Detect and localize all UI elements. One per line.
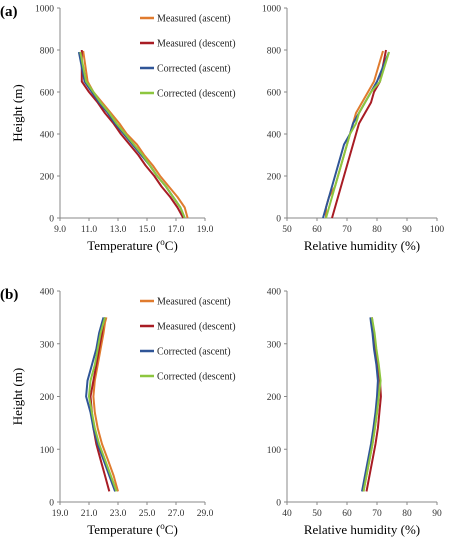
x-axis-label: Relative humidity (%)	[304, 522, 420, 537]
series-line-corrected-descent	[88, 317, 118, 492]
y-axis-label: Height (m)	[10, 84, 25, 141]
x-tick-label: 90	[432, 509, 442, 519]
x-tick-label: 100	[430, 225, 445, 235]
x-tick-label: 11.0	[81, 225, 98, 235]
series-line-corrected-descent	[79, 51, 186, 219]
y-tick-label: 300	[267, 340, 282, 350]
x-tick-label: 60	[312, 225, 322, 235]
x-tick-label: 15.0	[139, 225, 156, 235]
y-tick-label: 200	[267, 173, 282, 183]
series-line-corrected-ascent	[361, 317, 379, 492]
x-tick-label: 80	[402, 509, 412, 519]
x-tick-label: 70	[342, 225, 352, 235]
y-tick-label: 1000	[35, 5, 54, 15]
series-line-corrected-descent	[325, 51, 390, 219]
y-tick-label: 200	[267, 393, 282, 403]
y-tick-label: 400	[267, 288, 282, 298]
series-line-corrected-descent	[362, 317, 382, 492]
series-line-measured-descent	[89, 317, 111, 492]
y-tick-label: 0	[49, 215, 54, 225]
x-tick-label: 19.0	[197, 225, 214, 235]
y-tick-label: 0	[49, 499, 54, 509]
legend-label: Measured (ascent)	[157, 297, 231, 308]
panel-label-b: (b)	[0, 287, 18, 303]
x-tick-label: 21.0	[81, 509, 98, 519]
series-line-measured-ascent	[82, 50, 189, 219]
y-axis-label: Height (m)	[10, 368, 25, 425]
legend-label: Corrected (ascent)	[157, 347, 231, 358]
x-tick-label: 70	[372, 509, 382, 519]
legend-label: Measured (descent)	[157, 39, 236, 50]
x-tick-label: 60	[342, 509, 352, 519]
y-tick-label: 600	[40, 89, 55, 99]
legend-label: Corrected (ascent)	[157, 64, 231, 75]
y-tick-label: 600	[267, 89, 282, 99]
y-tick-label: 100	[267, 446, 282, 456]
x-tick-label: 27.0	[168, 509, 185, 519]
legend-label: Measured (descent)	[157, 322, 236, 333]
series-line-measured-ascent	[92, 317, 119, 492]
y-tick-label: 400	[267, 131, 282, 141]
x-tick-label: 50	[282, 225, 292, 235]
x-axis-label: Temperature (oC)	[87, 237, 178, 253]
legend-label: Measured (ascent)	[157, 14, 231, 25]
x-tick-label: 25.0	[139, 509, 156, 519]
y-tick-label: 300	[40, 340, 55, 350]
x-axis-label: Relative humidity (%)	[304, 238, 420, 253]
x-tick-label: 50	[312, 509, 322, 519]
y-tick-label: 400	[40, 288, 55, 298]
x-tick-label: 80	[372, 225, 382, 235]
y-tick-label: 200	[40, 173, 55, 183]
x-axis-label: Temperature (oC)	[87, 521, 178, 537]
y-tick-label: 100	[40, 446, 55, 456]
x-tick-label: 29.0	[197, 509, 214, 519]
y-tick-label: 800	[267, 47, 282, 57]
y-tick-label: 0	[276, 215, 281, 225]
legend-label: Corrected (descent)	[157, 89, 236, 100]
series-line-corrected-ascent	[77, 51, 186, 219]
series-line-measured-ascent	[325, 50, 384, 218]
series-line-corrected-ascent	[85, 317, 117, 492]
x-tick-label: 90	[402, 225, 412, 235]
y-tick-label: 400	[40, 131, 55, 141]
y-tick-label: 800	[40, 47, 55, 57]
y-tick-label: 1000	[262, 5, 281, 15]
x-tick-label: 17.0	[168, 225, 185, 235]
x-tick-label: 40	[282, 509, 292, 519]
legend-label: Corrected (descent)	[157, 372, 236, 383]
y-tick-label: 200	[40, 393, 55, 403]
panel-label-a: (a)	[0, 4, 18, 20]
series-line-measured-descent	[331, 49, 387, 219]
series-line-measured-descent	[80, 50, 185, 219]
x-tick-label: 13.0	[110, 225, 127, 235]
y-tick-label: 0	[276, 499, 281, 509]
x-tick-label: 23.0	[110, 509, 127, 519]
x-tick-label: 9.0	[54, 225, 66, 235]
x-tick-label: 19.0	[52, 509, 69, 519]
